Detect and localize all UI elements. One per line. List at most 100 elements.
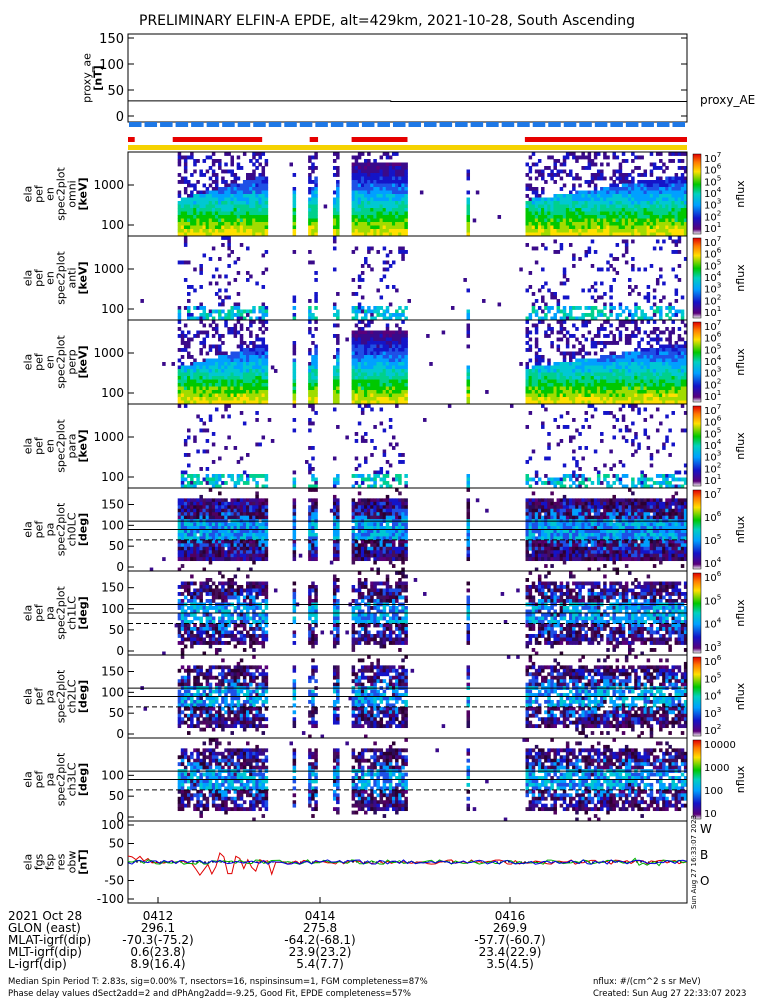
spectrogram-cell bbox=[637, 390, 641, 394]
spectrogram-cell bbox=[662, 344, 666, 349]
spectrogram-cell bbox=[631, 404, 635, 408]
spectrogram-cell bbox=[354, 292, 359, 296]
spectrogram-cell bbox=[311, 222, 315, 226]
spectrogram-cell bbox=[292, 222, 297, 226]
spectrogram-cell bbox=[214, 477, 219, 482]
spectrogram-cell bbox=[525, 372, 530, 377]
spectrogram-cell bbox=[575, 316, 579, 321]
spectrogram-cell bbox=[553, 316, 557, 321]
spectrogram-cell bbox=[537, 390, 542, 394]
spectrogram-cell bbox=[211, 169, 216, 174]
spectrogram-cell bbox=[624, 183, 629, 188]
spectrogram-cell bbox=[183, 453, 188, 457]
spectrogram-cell bbox=[395, 365, 399, 370]
spectrogram-cell bbox=[531, 376, 536, 380]
spectrogram-cell bbox=[376, 309, 380, 314]
spectrogram-cell bbox=[357, 334, 362, 338]
spectrogram-cell bbox=[264, 484, 269, 489]
spectrogram-cell bbox=[311, 362, 315, 366]
spectrogram-cell bbox=[183, 393, 188, 398]
spectrogram-cell bbox=[373, 166, 377, 170]
spectrogram-cell bbox=[224, 481, 228, 485]
spectrogram-cell bbox=[314, 152, 318, 156]
spectrogram-cell bbox=[180, 155, 185, 160]
spectrogram-cell bbox=[680, 166, 685, 170]
spectrogram-cell bbox=[662, 201, 666, 205]
spectrogram-cell bbox=[258, 201, 262, 205]
spectrogram-cell bbox=[183, 372, 188, 377]
spectrogram-cell bbox=[466, 309, 471, 314]
spectrogram-cell bbox=[264, 477, 269, 482]
spectrogram-cell bbox=[196, 449, 200, 454]
spectrogram-cell bbox=[308, 159, 312, 163]
spectrogram-cell bbox=[609, 355, 613, 359]
spectrogram-cell bbox=[224, 225, 228, 230]
spectrogram-cell bbox=[211, 393, 216, 398]
spectrogram-cell bbox=[177, 348, 182, 352]
spectrogram-cell bbox=[677, 334, 682, 338]
spectrogram-cell bbox=[649, 316, 654, 321]
spectrogram-cell bbox=[385, 358, 390, 363]
spectrogram-cell bbox=[556, 372, 561, 377]
spectrogram-cell bbox=[537, 477, 542, 482]
spectrogram-cell bbox=[255, 369, 259, 373]
spectrogram-cell bbox=[382, 481, 387, 485]
spectrogram-cell bbox=[370, 400, 374, 405]
spectrogram-cell bbox=[218, 166, 222, 170]
spectrogram-cell bbox=[584, 218, 589, 223]
spectrogram-cell bbox=[547, 166, 551, 170]
spectrogram-cell bbox=[382, 180, 387, 184]
spectrogram-cell bbox=[578, 183, 582, 188]
spectrogram-cell bbox=[575, 365, 579, 370]
spectrogram-cell bbox=[249, 180, 253, 184]
spectrogram-cell bbox=[556, 250, 561, 254]
spectrogram-cell bbox=[208, 225, 213, 230]
spectrogram-cell bbox=[665, 187, 669, 191]
spectrogram-cell bbox=[388, 201, 393, 205]
spectrogram-cell bbox=[379, 390, 384, 394]
spectrogram-cell bbox=[606, 225, 610, 230]
spectrogram-cell bbox=[671, 320, 675, 324]
spectrogram-cell bbox=[680, 225, 685, 230]
spectrogram-cell bbox=[568, 386, 573, 391]
spectrogram-cell bbox=[193, 232, 197, 237]
spectrogram-cell bbox=[565, 376, 570, 380]
spectrogram-cell bbox=[544, 383, 548, 387]
spectrogram-cell bbox=[655, 176, 660, 181]
spectrogram-cell bbox=[662, 194, 666, 198]
spectrogram-cell bbox=[364, 229, 368, 233]
spectrogram-cell bbox=[398, 351, 402, 356]
spectrogram-cell bbox=[659, 215, 663, 219]
spectrogram-cell bbox=[382, 229, 387, 233]
spectrogram-cell bbox=[655, 327, 660, 331]
spectrogram-cell bbox=[211, 369, 216, 373]
spectrogram-cell bbox=[562, 271, 567, 275]
spectrogram-cell bbox=[193, 288, 197, 293]
spectrogram-cell bbox=[382, 267, 387, 272]
spectrogram-cell bbox=[246, 278, 250, 282]
spectrogram-cell bbox=[239, 393, 244, 398]
spectrogram-cell bbox=[596, 208, 601, 212]
spectrogram-cell bbox=[391, 169, 396, 174]
spectrogram-cell bbox=[308, 390, 312, 394]
spectrogram-cell bbox=[221, 365, 225, 370]
spectrogram-cell bbox=[587, 372, 592, 377]
spectrogram-cell bbox=[261, 201, 266, 205]
spectrogram-cell bbox=[373, 470, 377, 475]
spectrogram-cell bbox=[382, 330, 387, 335]
spectrogram-cell bbox=[311, 390, 315, 394]
spectrogram-cell bbox=[233, 383, 238, 387]
spectrogram-cell bbox=[249, 379, 253, 384]
spectrogram-cell bbox=[534, 208, 539, 212]
spectrogram-cell bbox=[379, 225, 384, 230]
spectrogram-cell bbox=[624, 474, 629, 478]
spectrogram-cell bbox=[683, 330, 688, 335]
spectrogram-cell bbox=[643, 397, 648, 401]
spectrogram-cell bbox=[246, 477, 250, 482]
spectrogram-cell bbox=[224, 400, 228, 405]
spectrogram-cell bbox=[575, 190, 579, 195]
spectrogram-cell bbox=[634, 183, 638, 188]
spectrogram-cell bbox=[646, 334, 651, 338]
spectrogram-cell bbox=[208, 344, 213, 349]
spectrogram-cell bbox=[332, 407, 337, 412]
